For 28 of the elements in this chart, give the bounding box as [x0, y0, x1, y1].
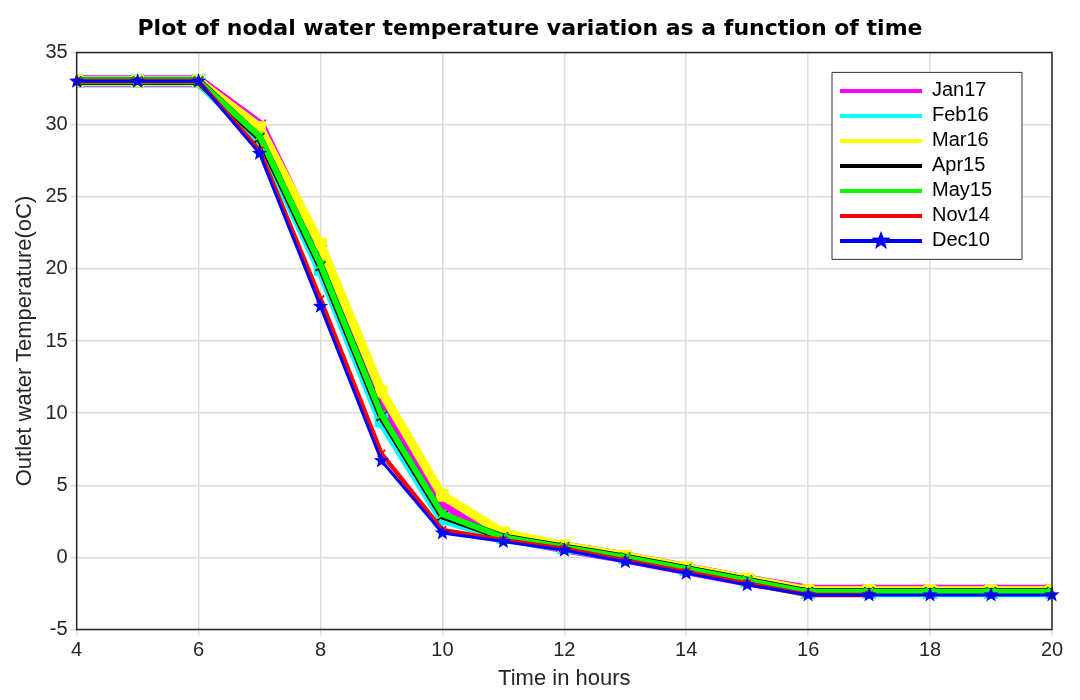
y-tick-label: 20 — [45, 256, 68, 279]
legend-label: Jan17 — [932, 78, 987, 101]
legend-label: Nov14 — [932, 203, 990, 226]
y-tick-label: -5 — [49, 617, 68, 640]
x-tick-label: 6 — [193, 638, 205, 661]
legend-label: Feb16 — [932, 103, 989, 126]
x-axis-title: Time in hours — [498, 664, 631, 690]
x-tick-label: 16 — [797, 638, 820, 661]
y-tick-label: 10 — [45, 400, 68, 423]
legend-label: Apr15 — [932, 153, 986, 176]
x-tick-label: 10 — [431, 638, 454, 661]
y-axis-title: Outlet water Temperature(oC) — [11, 195, 37, 487]
x-tick-label: 20 — [1040, 638, 1064, 661]
x-tick-label: 18 — [918, 638, 942, 661]
y-tick-label: 25 — [45, 184, 68, 207]
x-tick-label: 8 — [314, 638, 327, 661]
x-tick-label: 12 — [553, 638, 576, 661]
legend-label: Dec10 — [932, 228, 990, 251]
chart-title: Plot of nodal water temperature variation as a function of time — [137, 14, 923, 40]
legend-label: May15 — [932, 178, 993, 201]
y-tick-label: 15 — [45, 328, 68, 351]
y-tick-label: 35 — [45, 39, 68, 62]
x-tick-label: 14 — [675, 638, 698, 661]
legend-label: Mar16 — [932, 128, 989, 151]
y-tick-label: 30 — [45, 112, 68, 135]
x-tick-label: 4 — [71, 638, 83, 661]
y-tick-label: 0 — [56, 544, 68, 567]
y-tick-label: 5 — [56, 472, 68, 495]
